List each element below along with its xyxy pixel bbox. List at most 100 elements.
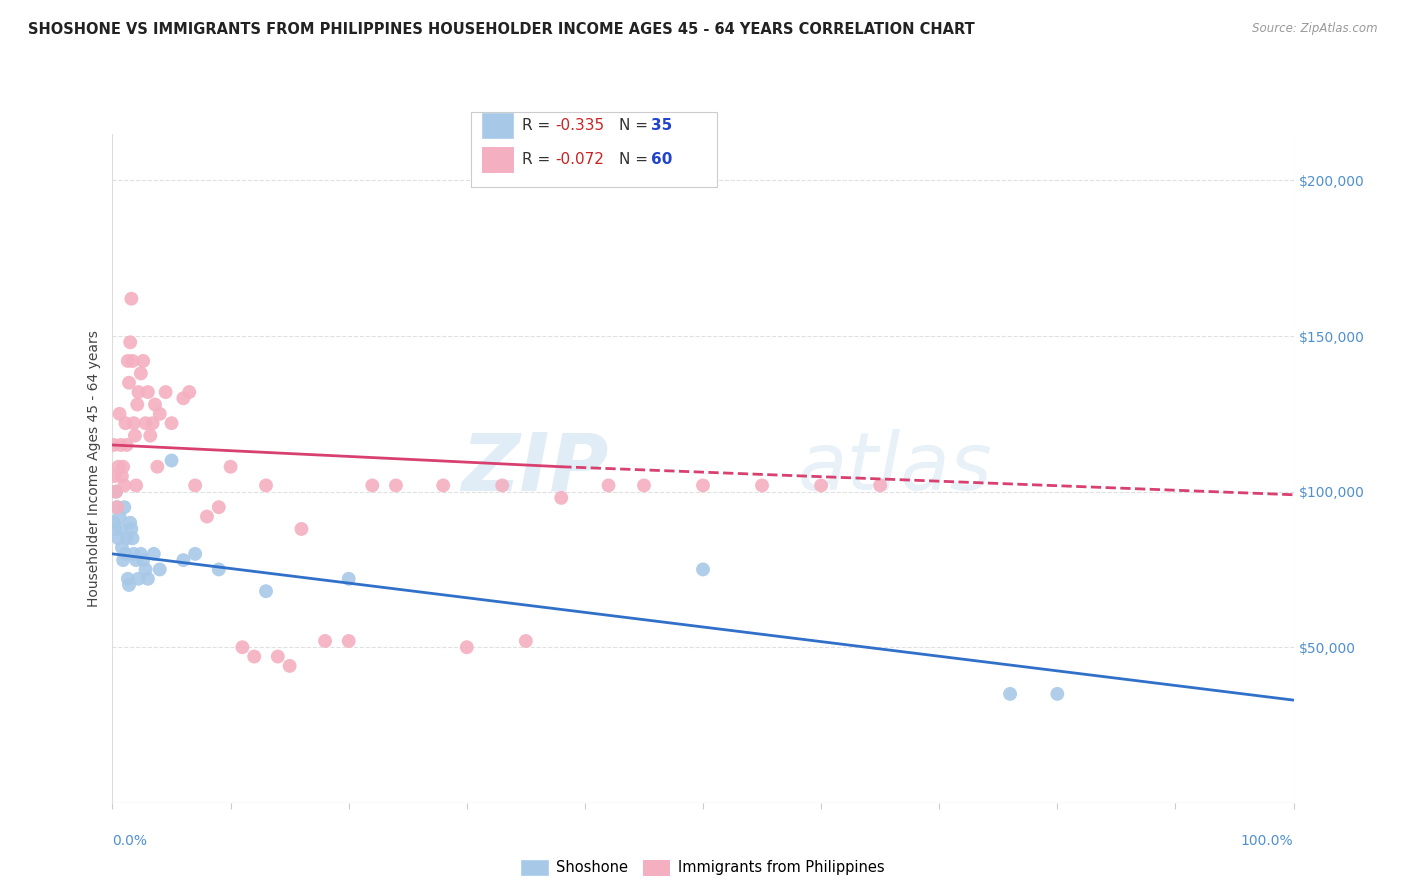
- Point: [135, 416, 157, 430]
- Point: [117, 354, 139, 368]
- Point: [108, 509, 131, 524]
- Point: [692, 478, 714, 492]
- Point: [118, 376, 141, 390]
- Point: [143, 397, 166, 411]
- Text: N =: N =: [619, 119, 652, 133]
- Point: [129, 547, 152, 561]
- Point: [337, 572, 360, 586]
- Point: [195, 509, 218, 524]
- Point: [160, 453, 183, 467]
- Point: [115, 438, 138, 452]
- Legend: Shoshone, Immigrants from Philippines: Shoshone, Immigrants from Philippines: [515, 853, 891, 882]
- Point: [136, 385, 159, 400]
- Point: [127, 572, 149, 586]
- Point: [142, 547, 165, 561]
- Text: 60: 60: [651, 153, 672, 167]
- Point: [117, 572, 139, 586]
- Point: [105, 500, 128, 515]
- Point: [105, 484, 128, 499]
- Text: -0.072: -0.072: [555, 153, 605, 167]
- Point: [184, 478, 207, 492]
- Point: [112, 478, 135, 492]
- Point: [104, 522, 127, 536]
- Text: 100.0%: 100.0%: [1241, 834, 1294, 848]
- Point: [155, 385, 177, 400]
- Point: [254, 584, 277, 599]
- Text: -0.335: -0.335: [555, 119, 605, 133]
- Point: [149, 562, 172, 576]
- Point: [120, 522, 142, 536]
- Point: [110, 522, 132, 536]
- Point: [103, 438, 125, 452]
- Point: [120, 335, 142, 350]
- Text: ZIP: ZIP: [461, 429, 609, 508]
- Point: [998, 687, 1021, 701]
- Point: [108, 407, 131, 421]
- Point: [121, 531, 143, 545]
- Point: [124, 428, 146, 442]
- Point: [179, 385, 201, 400]
- Point: [139, 428, 162, 442]
- Point: [118, 578, 141, 592]
- Point: [125, 478, 148, 492]
- Point: [290, 522, 312, 536]
- Point: [121, 354, 143, 368]
- Point: [361, 478, 384, 492]
- Point: [172, 392, 194, 406]
- Point: [810, 478, 832, 492]
- Point: [120, 516, 142, 530]
- Point: [112, 553, 135, 567]
- Point: [1046, 687, 1069, 701]
- Point: [112, 459, 135, 474]
- Point: [146, 459, 169, 474]
- Text: 0.0%: 0.0%: [112, 834, 148, 848]
- Point: [633, 478, 655, 492]
- Text: N =: N =: [619, 153, 652, 167]
- Point: [114, 416, 136, 430]
- Point: [208, 500, 231, 515]
- Point: [132, 553, 155, 567]
- Text: R =: R =: [522, 119, 555, 133]
- Point: [112, 500, 135, 515]
- Point: [107, 531, 129, 545]
- Text: R =: R =: [522, 153, 555, 167]
- Text: SHOSHONE VS IMMIGRANTS FROM PHILIPPINES HOUSEHOLDER INCOME AGES 45 - 64 YEARS CO: SHOSHONE VS IMMIGRANTS FROM PHILIPPINES …: [28, 22, 974, 37]
- Point: [110, 438, 132, 452]
- Point: [254, 478, 277, 492]
- Point: [132, 354, 155, 368]
- Point: [122, 416, 145, 430]
- Point: [515, 634, 537, 648]
- Point: [385, 478, 408, 492]
- Point: [432, 478, 454, 492]
- Point: [219, 459, 242, 474]
- Text: 35: 35: [651, 119, 672, 133]
- Point: [491, 478, 513, 492]
- Point: [267, 649, 290, 664]
- Y-axis label: Householder Income Ages 45 - 64 years: Householder Income Ages 45 - 64 years: [87, 330, 101, 607]
- Point: [550, 491, 572, 505]
- Point: [120, 292, 142, 306]
- Point: [114, 547, 136, 561]
- Point: [129, 367, 152, 381]
- Point: [149, 407, 172, 421]
- Point: [184, 547, 207, 561]
- Point: [208, 562, 231, 576]
- Point: [135, 562, 157, 576]
- Point: [172, 553, 194, 567]
- Point: [125, 553, 148, 567]
- Point: [692, 562, 714, 576]
- Text: atlas: atlas: [797, 429, 993, 508]
- Point: [105, 500, 128, 515]
- Point: [231, 640, 253, 655]
- Point: [751, 478, 773, 492]
- Point: [869, 478, 891, 492]
- Point: [115, 531, 138, 545]
- Point: [160, 416, 183, 430]
- Point: [278, 659, 301, 673]
- Point: [456, 640, 478, 655]
- Point: [243, 649, 266, 664]
- Point: [105, 484, 128, 499]
- Point: [103, 516, 125, 530]
- Point: [104, 469, 127, 483]
- Point: [122, 547, 145, 561]
